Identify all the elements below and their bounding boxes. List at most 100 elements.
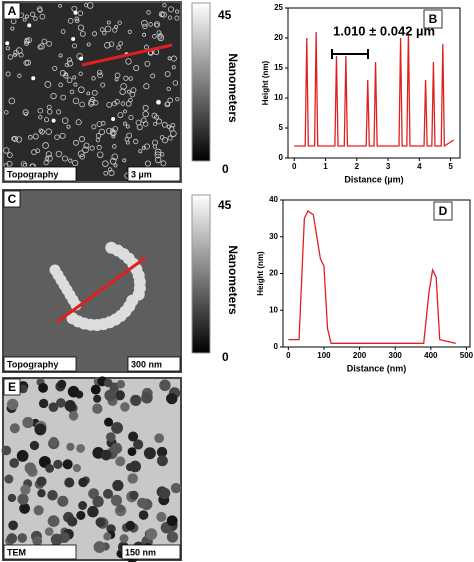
particle [7,152,13,159]
particle [11,136,17,142]
particle [31,76,36,81]
nanoparticle [154,433,165,444]
particle [117,112,124,119]
nanoparticle [137,497,148,509]
particle [154,22,160,28]
particle [58,3,62,8]
particle [135,119,142,126]
nanoparticle [29,440,40,451]
particle [141,145,146,150]
colorbar-label: Nanometers [226,53,240,123]
particle [91,76,96,81]
particle [95,133,102,139]
particle [78,86,85,94]
particle [77,24,85,31]
particle [91,124,97,130]
particle [110,128,115,133]
particle [167,15,173,20]
particle [96,151,104,159]
particle [63,73,69,79]
nanoparticle [67,516,78,527]
y-tick-label: 5 [279,123,284,132]
particle [97,69,103,75]
particle [116,45,121,50]
nanoparticle [104,389,117,402]
height-profile [288,210,456,344]
colorbar [191,2,211,162]
particle [66,124,71,129]
nanoparticle [64,400,76,412]
nanoparticle [159,379,171,392]
y-tick-label: 25 [274,3,283,12]
nanoparticle [36,476,47,487]
particle [112,144,117,149]
x-tick-label: 500 [460,351,474,360]
particle [72,75,77,80]
particle [99,27,105,33]
panel-label-box [423,9,443,29]
nanoparticle [17,493,29,505]
nanoparticle [9,423,20,434]
y-tick-label: 15 [274,63,283,72]
particle [63,72,68,77]
particle [41,38,48,45]
nanoparticle [44,527,54,536]
scale-caption: 150 nm [125,547,156,557]
x-tick-label: 2 [355,162,360,171]
particle [144,160,151,167]
x-tick-label: 200 [353,351,367,360]
particle [114,24,119,29]
particle [56,109,62,115]
panel-label-box [3,2,21,20]
panel-label: E [8,380,16,394]
particle [161,137,168,144]
particle [77,150,85,158]
particle [22,109,29,116]
scale-caption-box [121,544,181,560]
particle [72,159,79,167]
particle [100,82,106,88]
particle [37,44,43,50]
panel-label-box [3,190,21,208]
nanoparticle [1,445,12,456]
nanoparticle [129,490,139,500]
nanoparticle [138,510,149,520]
nanoparticle [116,504,125,513]
nanoparticle [116,380,126,389]
particle [167,135,173,141]
nanoparticle [93,394,102,403]
particle [24,14,29,19]
particle [38,115,43,120]
particle [167,97,174,104]
nanoparticle [156,446,168,458]
x-axis-label: Distance (nm) [347,363,407,373]
nanoparticle [16,450,29,462]
particle [86,2,94,9]
particle [159,152,165,157]
nanoparticle [110,442,123,454]
particle [17,73,22,78]
nanoparticle [92,403,103,414]
particle [46,40,52,47]
nanoparticle [68,411,79,421]
nanoparticle [38,398,49,409]
nanoparticle [48,402,59,413]
particle [15,136,23,143]
nanoparticle [115,456,126,467]
particle [153,121,158,127]
particle [142,121,149,127]
particle [83,142,90,149]
panel-label-box [433,201,453,221]
particle [66,312,79,325]
particle [126,132,133,139]
y-tick-label: 10 [269,305,278,314]
particle [91,89,98,96]
nanoparticle [100,449,112,461]
nanoparticle [156,511,167,522]
x-tick-label: 3 [386,162,391,171]
nanoparticle [93,541,106,554]
y-tick-label: 40 [269,195,278,204]
particle [59,70,66,77]
particle [55,150,63,158]
afm-image [2,189,182,373]
